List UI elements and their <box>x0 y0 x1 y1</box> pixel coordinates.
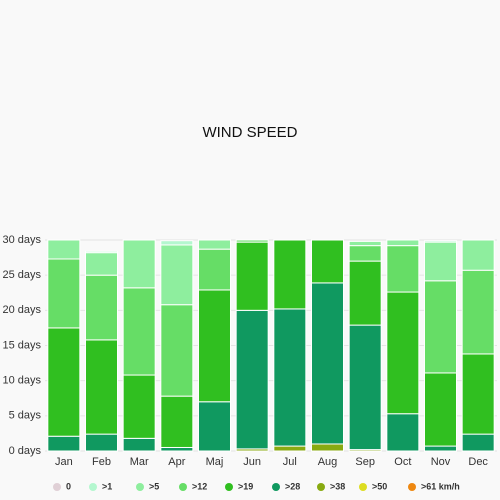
x-tick-label: Nov <box>431 456 451 468</box>
bar-segment <box>198 239 231 250</box>
bar-segment <box>311 239 344 284</box>
bar-segment <box>424 280 457 374</box>
bar-segment <box>311 282 344 445</box>
x-tick-label: Mar <box>130 456 149 468</box>
y-tick-label: 0 days <box>9 445 42 457</box>
bar-segment <box>160 304 194 397</box>
bar-segment <box>424 240 457 243</box>
bar-segment <box>47 258 81 329</box>
y-tick-label: 15 days <box>2 339 41 351</box>
bar-segment <box>198 401 231 452</box>
legend-marker <box>89 483 97 491</box>
y-tick-label: 25 days <box>2 269 41 281</box>
bar-segment <box>235 309 269 450</box>
bar-segment <box>386 291 420 415</box>
bar-segment <box>424 445 457 452</box>
legend-marker <box>225 483 233 491</box>
x-tick-label: Oct <box>394 456 411 468</box>
bar-segment <box>461 239 495 271</box>
bar-segment <box>348 260 382 326</box>
bar-segment <box>461 433 495 452</box>
legend-marker <box>359 483 367 491</box>
x-tick-label: Jun <box>243 456 261 468</box>
bar-segment <box>311 443 344 452</box>
chart-title: WIND SPEED <box>202 124 297 141</box>
y-tick-label: 10 days <box>2 375 41 387</box>
x-tick-label: Sep <box>355 456 375 468</box>
bar-segment <box>47 327 81 437</box>
bar-segment <box>47 239 81 260</box>
legend-label: >5 <box>149 481 159 491</box>
x-tick-label: Feb <box>92 456 111 468</box>
bar-segment <box>424 372 457 447</box>
legend-marker <box>272 483 280 491</box>
legend-marker <box>179 483 187 491</box>
y-tick-label: 20 days <box>2 304 41 316</box>
legend-marker <box>53 483 61 491</box>
bar-segment <box>273 308 307 447</box>
x-tick-label: Jul <box>283 456 297 468</box>
legend-marker <box>408 483 416 491</box>
x-tick-label: Maj <box>206 456 224 468</box>
legend-marker <box>317 483 325 491</box>
y-tick-label: 5 days <box>9 410 42 422</box>
bar-segment <box>85 274 118 341</box>
bar-segment <box>348 240 382 247</box>
bar-segment <box>461 353 495 435</box>
bar-segment <box>122 287 156 376</box>
legend-label: >50 <box>372 481 387 491</box>
bar-segment <box>160 395 194 448</box>
legend-label: >38 <box>330 481 345 491</box>
bar-segment <box>235 239 269 243</box>
bar-segment <box>85 252 118 276</box>
bar-segment <box>198 248 231 291</box>
bar-segment <box>122 374 156 439</box>
bar-segment <box>85 250 118 254</box>
bar-segment <box>348 245 382 262</box>
bar-segment <box>122 239 156 289</box>
bar-segment <box>273 445 307 452</box>
bar-segment <box>386 413 420 452</box>
bar-segment <box>85 339 118 435</box>
legend-label: 0 <box>66 481 71 491</box>
legend-label: >28 <box>285 481 300 491</box>
legend-label: >1 <box>102 481 112 491</box>
bar-segment <box>461 269 495 355</box>
bar-segment <box>47 435 81 452</box>
bar-segment <box>424 241 457 282</box>
legend-label: >19 <box>238 481 253 491</box>
bar-segment <box>386 239 420 247</box>
x-tick-label: Jan <box>55 456 73 468</box>
bar-segment <box>386 245 420 293</box>
bar-segment <box>160 446 194 452</box>
bar-segment <box>273 239 307 310</box>
legend-marker <box>136 483 144 491</box>
bar-segment <box>122 437 156 452</box>
bar-segment <box>160 244 194 306</box>
x-tick-label: Apr <box>168 456 185 468</box>
x-tick-label: Dec <box>468 456 488 468</box>
bar-segment <box>160 240 194 246</box>
legend-label: >61 km/h <box>421 481 460 491</box>
bar-segment <box>198 289 231 403</box>
legend-label: >12 <box>192 481 207 491</box>
bar-segment <box>85 433 118 452</box>
bar-segment <box>235 241 269 311</box>
bar-segment <box>348 324 382 451</box>
y-tick-label: 30 days <box>2 234 41 246</box>
x-tick-label: Aug <box>318 456 338 468</box>
